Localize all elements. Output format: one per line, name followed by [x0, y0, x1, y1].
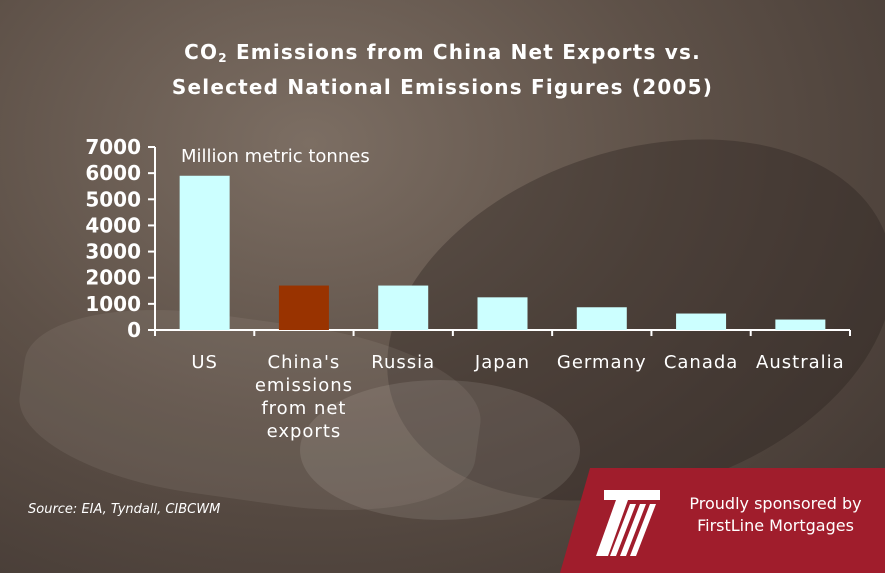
unit-label: Million metric tonnes: [181, 146, 370, 167]
title-line-2: Selected National Emissions Figures (200…: [171, 75, 714, 99]
bar: [378, 285, 429, 330]
y-tick-label: 7000: [85, 135, 141, 159]
bar: [676, 313, 727, 330]
bar: [576, 307, 627, 330]
x-tick-label: Japan: [474, 352, 530, 373]
bar: [179, 175, 230, 330]
x-tick-label: Russia: [371, 352, 435, 373]
sponsor-line-1: Proudly sponsored by: [689, 494, 862, 513]
sponsor-banner: [560, 468, 885, 573]
title-line-1: CO2 Emissions from China Net Exports vs.: [184, 40, 701, 65]
firstline-logo-icon: [596, 490, 660, 556]
source-note: Source: EIA, Tyndall, CIBCWM: [28, 502, 221, 517]
y-tick-label: 1000: [85, 292, 141, 316]
x-tick-label: Australia: [756, 352, 845, 373]
x-tick-label: US: [191, 352, 218, 373]
x-tick-label: exports: [267, 421, 342, 442]
x-tick-label: Canada: [664, 352, 739, 373]
bar: [775, 319, 826, 330]
bar: [278, 285, 329, 330]
y-tick-label: 4000: [85, 213, 141, 237]
y-tick-label: 3000: [85, 240, 141, 264]
x-tick-label: from net: [261, 398, 346, 419]
x-tick-label: Germany: [557, 352, 647, 373]
bar: [477, 297, 528, 330]
x-tick-label: China's: [268, 352, 341, 373]
sponsor-text: Proudly sponsored by FirstLine Mortgages: [668, 493, 883, 537]
y-tick-label: 6000: [85, 161, 141, 185]
x-tick-label: emissions: [255, 375, 353, 396]
sponsor-line-2: FirstLine Mortgages: [697, 516, 854, 535]
y-tick-label: 5000: [85, 187, 141, 211]
y-tick-label: 2000: [85, 266, 141, 290]
chart-title: CO2 Emissions from China Net Exports vs.…: [0, 38, 885, 102]
y-tick-label: 0: [127, 318, 141, 342]
